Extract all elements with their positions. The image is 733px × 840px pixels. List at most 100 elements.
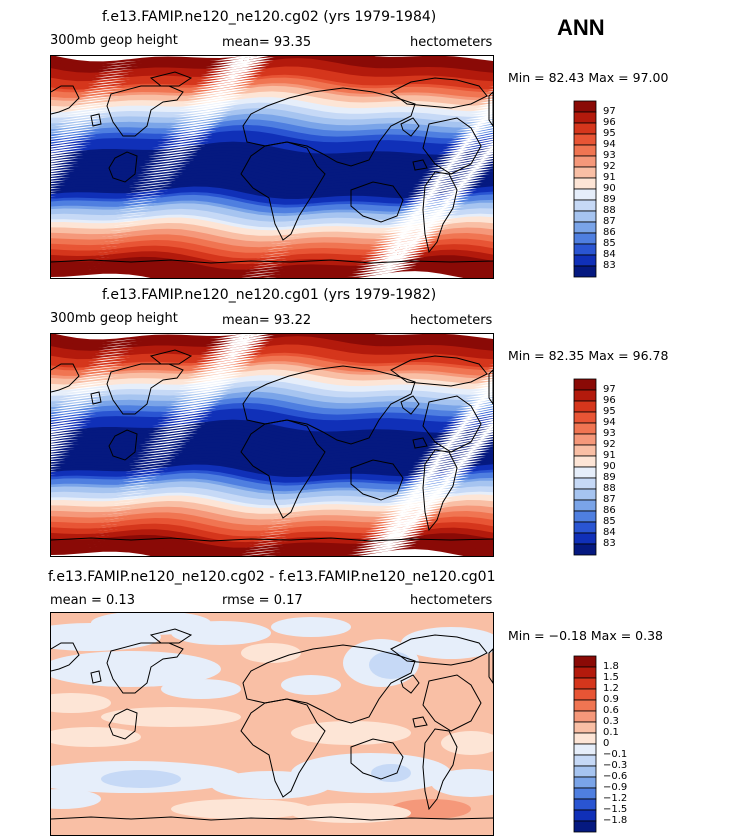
panel2-coastlines (51, 349, 493, 542)
panel2-field-plot (51, 334, 493, 556)
panel3-colorbar-box (573, 732, 597, 745)
panel1-contour-band (51, 199, 493, 219)
panel2-colorbar-box (573, 433, 597, 446)
panel3-colorbar-label: −0.9 (603, 782, 628, 793)
panel1-contour-band (51, 56, 493, 73)
panel3-minmax: Min = −0.18 Max = 0.38 (508, 628, 663, 643)
panel3-colorbar-label: −1.8 (603, 815, 628, 826)
panel1-antarctic-coast (51, 259, 493, 264)
panel1-coastline (149, 71, 193, 87)
panel3-colorbar-box (573, 710, 597, 723)
panel1-colorbar-box (573, 210, 597, 223)
panel1-colorbar-box (573, 100, 597, 113)
panel1-coastline (400, 117, 420, 137)
panel2-colorbar-label: 96 (603, 395, 616, 406)
panel3-units: hectometers (410, 593, 493, 608)
panel1-coastline (90, 113, 102, 127)
panel1-contour-band (51, 205, 493, 225)
panel3-colorbar-box (573, 809, 597, 822)
panel2-coastline (149, 349, 193, 365)
panel2-coastline (412, 437, 428, 449)
panel2-colorbar-boxes (573, 378, 597, 556)
panel3-colorbar-label: −0.6 (603, 771, 628, 782)
panel3-anomaly-patch (401, 627, 493, 659)
panel2-colorbar-label: 90 (603, 461, 616, 472)
panel3-coastline (242, 644, 416, 724)
panel2-contour-band (51, 334, 493, 345)
panel3-colorbar-label: 1.2 (603, 683, 619, 694)
panel3-colorbar-box (573, 743, 597, 756)
panel1-contour-band (51, 186, 493, 205)
panel2-coastline (51, 363, 80, 393)
panel1-colorbar-label: 87 (603, 216, 616, 227)
panel1-colorbar-box (573, 243, 597, 256)
panel1-contour-band (51, 194, 493, 213)
panel2-colorbar-box (573, 389, 597, 402)
panel2-colorbar-box (573, 400, 597, 413)
panel2-colorbar-box (573, 510, 597, 523)
panel1-contour-band (51, 188, 493, 208)
panel1-coastline (350, 181, 404, 223)
panel2-map (50, 333, 494, 557)
panel3-anomaly-patch (281, 675, 341, 695)
panel2-coastline (400, 395, 420, 415)
panel1-colorbar-box (573, 199, 597, 212)
panel1-contour-band (51, 202, 493, 222)
panel2-colorbar-label: 89 (603, 472, 616, 483)
panel2-title: f.e13.FAMIP.ne120_ne120.cg01 (yrs 1979-1… (102, 287, 437, 303)
panel1-variable: 300mb geop height (50, 33, 178, 48)
panel1-coastline (422, 171, 458, 254)
panel2-colorbar-label: 85 (603, 516, 616, 527)
panel3-coastline (412, 716, 428, 728)
panel1-colorbar-label: 94 (603, 139, 616, 150)
panel2-colorbar-label: 92 (603, 439, 616, 450)
panel2-contour-band (51, 334, 493, 351)
panel3-colorbar-box (573, 688, 597, 701)
panel2-colorbar-label: 93 (603, 428, 616, 439)
panel2-colorbar-box (573, 543, 597, 556)
panel2-colorbar-label: 87 (603, 494, 616, 505)
panel3-colorbar-box (573, 677, 597, 690)
panel3-coastline (488, 648, 493, 684)
panel3-colorbar-label: 0.1 (603, 727, 619, 738)
panel2-minmax: Min = 82.35 Max = 96.78 (508, 348, 669, 363)
panel3-colorbar-boxes (573, 655, 597, 833)
panel1-colorbar-label: 85 (603, 238, 616, 249)
panel1-colorbar-box (573, 254, 597, 267)
panel3-anomaly-patch (51, 789, 101, 809)
panel2-colorbar-box (573, 378, 597, 391)
panel2-contour-band (51, 530, 493, 551)
panel1-contour-bands (51, 56, 493, 278)
panel2-coastline (242, 365, 416, 445)
panel3-colorbar-box (573, 666, 597, 679)
panel2-coastline (108, 429, 138, 461)
panel3-anomaly-patch (171, 799, 311, 819)
panel3-anomaly-patch (171, 621, 271, 645)
panel3-colorbar-label: 0.3 (603, 716, 619, 727)
panel3-colorbar-box (573, 655, 597, 668)
panel2-colorbar-box (573, 521, 597, 534)
panel3-anomaly-patch (271, 617, 351, 637)
panel3-anomaly-patch (241, 643, 301, 663)
panel2-coastline (488, 369, 493, 405)
panel2-colorbar: 97 96 95 94 93 92 91 90 89 88 87 86 85 84 83 (573, 378, 616, 560)
panel1-colorbar-label: 88 (603, 205, 616, 216)
panel1-contour-band (51, 56, 493, 67)
panel1-colorbar-label: 96 (603, 117, 616, 128)
panel1-colorbar: 97 96 95 94 93 92 91 90 89 88 87 86 85 84 83 (573, 100, 616, 282)
panel2-units: hectometers (410, 313, 493, 328)
panel2-colorbar-label: 95 (603, 406, 616, 417)
panel1-colorbar-box (573, 155, 597, 168)
panel3-antarctic-coast (51, 816, 493, 821)
panel3-anomaly-patch (51, 727, 141, 747)
panel2-colorbar-box (573, 477, 597, 490)
panel1-coastline (108, 151, 138, 183)
panel1-contour-band (51, 246, 493, 267)
panel3-coastline (149, 628, 193, 644)
panel3-anomaly-patch (101, 707, 241, 727)
panel2-colorbar-label: 88 (603, 483, 616, 494)
panel3-colorbar-box (573, 820, 597, 833)
panel2-contour-band (51, 524, 493, 545)
panel1-colorbar-box (573, 166, 597, 179)
panel2-colorbar-box (573, 499, 597, 512)
